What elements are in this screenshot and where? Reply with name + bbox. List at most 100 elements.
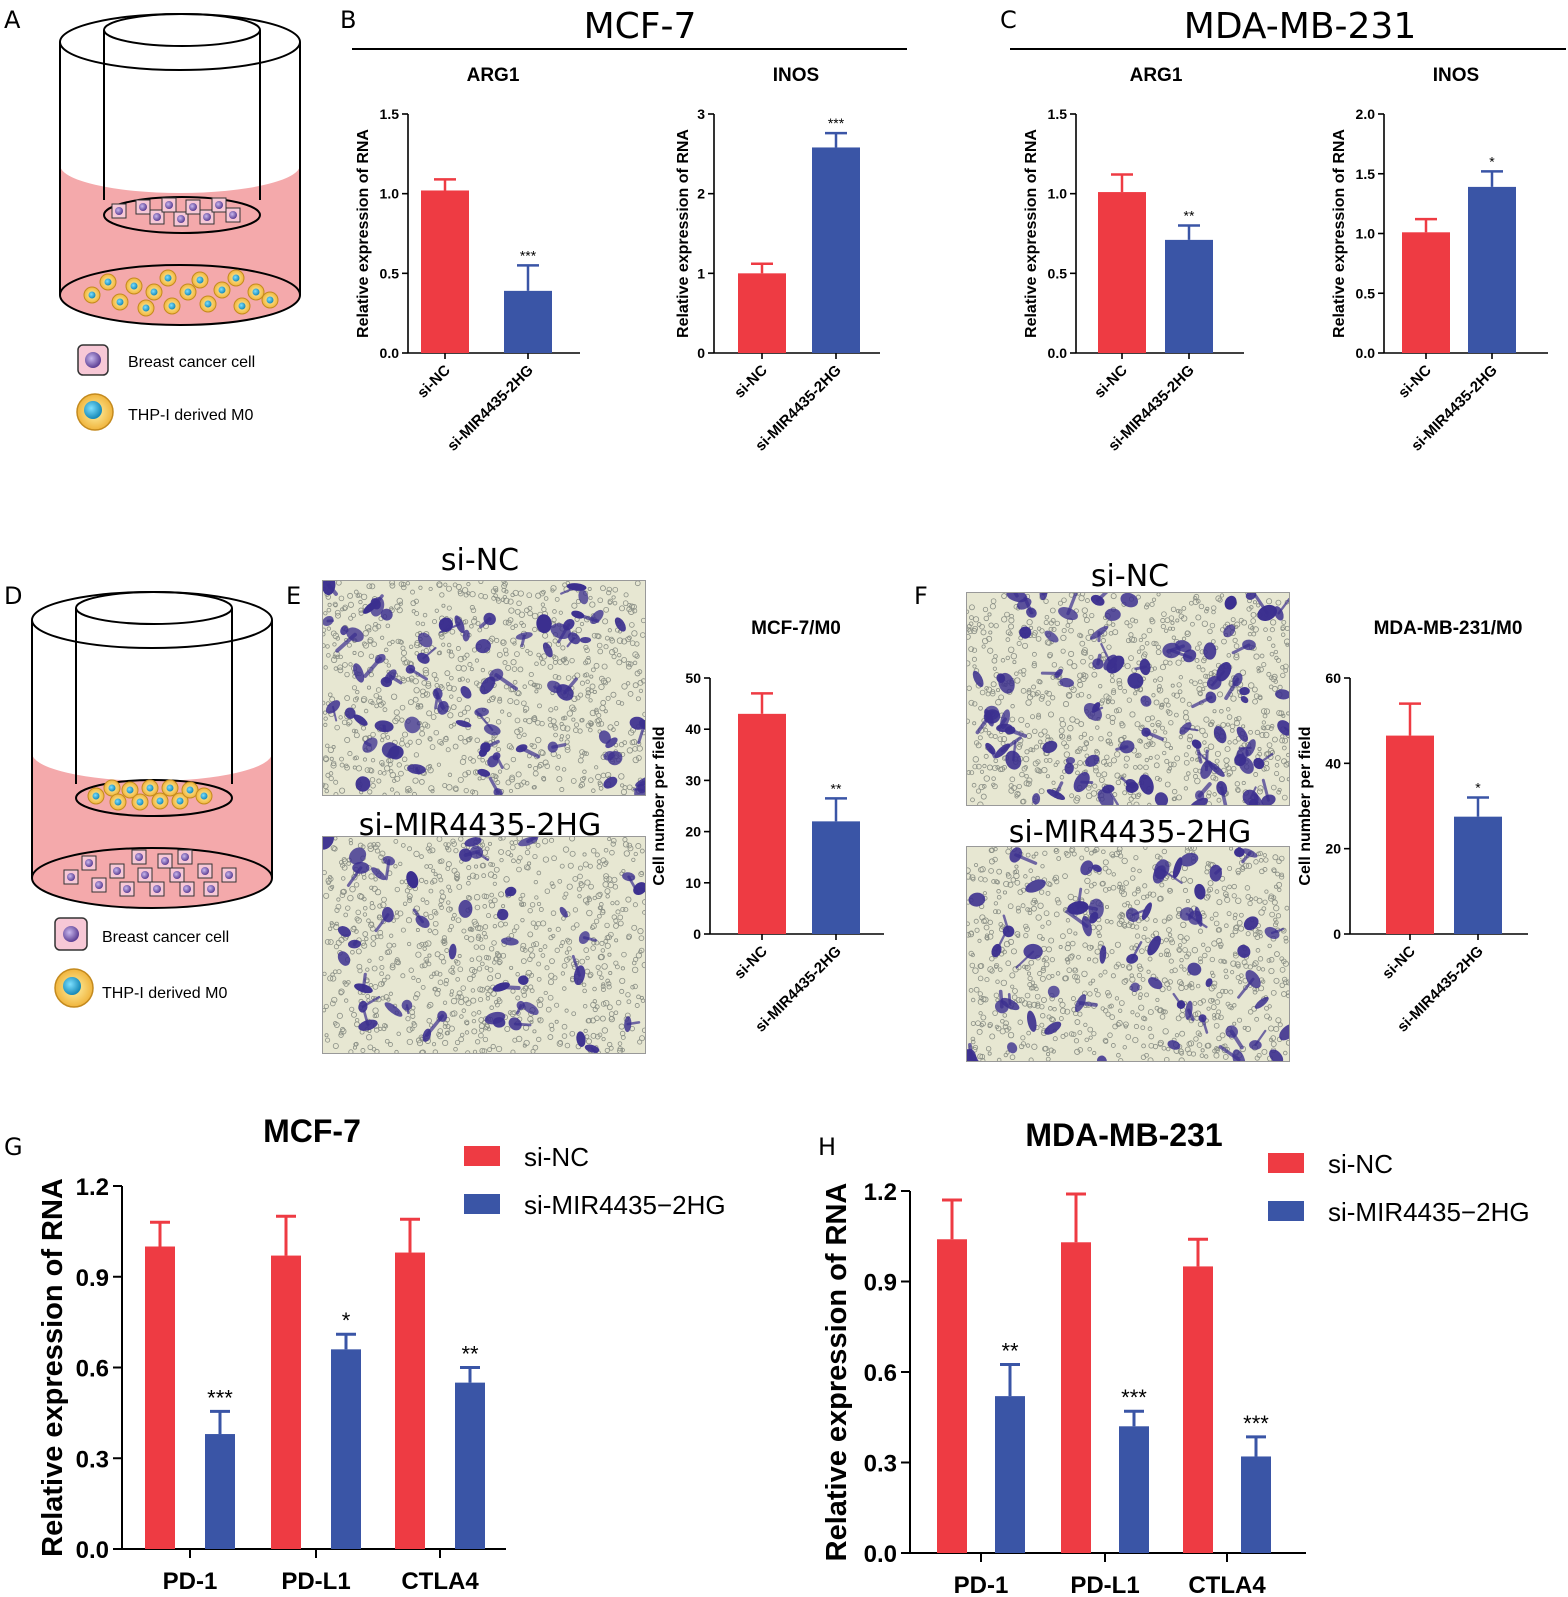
chart-c-arg1: ARG1 Relative expression of RNA 0.0 0.5 1.0 1… [1023,65,1244,455]
y-tick-label: 1 [697,265,705,281]
y-tick-label: 1.5 [380,106,400,122]
y-tick-label: 0.0 [1356,345,1376,361]
y-tick-label: 0 [1333,926,1341,942]
y-axis-label: Relative expression of RNA [1331,129,1348,338]
y-tick-label: 50 [685,670,701,686]
bar-si-nc [937,1239,967,1553]
bar-si-mir [1454,816,1502,934]
y-tick-label: 1.5 [1356,166,1376,182]
y-axis-label: Cell number per field [1297,726,1314,885]
chart-title: MDA-MB-231 [1025,1117,1222,1153]
x-tick-label: si-NC [1091,362,1131,402]
significance-label: ** [1001,1338,1019,1363]
significance-label: ** [461,1342,479,1367]
chart-title: INOS [773,65,819,86]
insert-rim [103,13,261,47]
significance-label: *** [1243,1411,1269,1436]
x-tick-label: si-NC [1395,362,1435,402]
migrated-cells [967,847,1289,1061]
panel-letter-c: C [1000,6,1017,34]
legend-label: si-MIR4435−2HG [1328,1197,1530,1227]
insert-membrane [103,196,261,234]
chart-g-mcf7-checkpoints: MCF-7 Relative expression of RNA 0.0 0.3 0.6… [37,1113,726,1595]
header-rule-mcf7 [352,48,907,50]
significance-label: *** [520,247,537,263]
outer-well-rim [31,591,273,649]
y-tick-label: 1.0 [1356,226,1376,242]
bar-si-mir [812,821,860,934]
chart-title: MCF-7 [263,1113,361,1149]
micro-title-e-sinc: si-NC [440,543,520,578]
bar-si-mir [1241,1456,1271,1553]
y-tick-label: 1.2 [76,1174,109,1201]
y-tick-label: 1.0 [1048,186,1068,202]
y-tick-label: 1.5 [1048,106,1068,122]
legend-cancer-label: Breast cancer cell [128,354,255,371]
bar-si-nc [1061,1242,1091,1553]
legend-cancer-cell-icon [77,344,109,376]
bottom-cancer-cells [63,849,237,897]
y-axis-label: Relative expression of RNA [37,1178,69,1557]
y-tick-label: 0.0 [864,1541,897,1568]
chart-c-inos: INOS Relative expression of RNA 0.0 0.5 1.0 1… [1331,65,1548,455]
chart-e-mcf7-m0: MCF-7/M0 Cell number per field 0 10 20 30 40 50… [651,618,884,1036]
x-tick-label: CTLA4 [1188,1572,1266,1597]
legend-label: si-NC [524,1142,589,1172]
y-tick-label: 60 [1325,670,1341,686]
chart-title: MDA-MB-231/M0 [1374,618,1523,639]
y-tick-label: 0.5 [1356,285,1376,301]
x-tick-label: PD-L1 [281,1568,350,1595]
y-axis-label: Cell number per field [651,726,668,885]
legend-m0-icon [54,968,94,1008]
y-tick-label: 40 [1325,755,1341,771]
bottom-m0-cells [83,269,279,317]
insert-rim [75,591,233,625]
micrograph-e-sinc [322,580,646,796]
bar-si-nc [1098,192,1146,353]
bar-si-mir [1468,186,1516,353]
legend-m0-icon [76,393,114,431]
bar-si-nc [738,273,786,353]
y-axis-label: Relative expression of RNA [675,129,692,338]
panel-letter-b: B [340,6,357,34]
bar-si-mir [455,1382,485,1549]
panel-letter-a: A [4,6,21,34]
chart-b-arg1: ARG1 Relative expression of RNA 0.0 0.5 1.0 1… [355,65,580,455]
bar-si-mir [1165,239,1213,353]
y-tick-label: 0 [693,926,701,942]
x-tick-label: si-NC [414,362,454,402]
legend-swatch-si-nc [1268,1153,1304,1173]
schematic-d: Breast cancer cell THP-I derived M0 [31,591,273,1008]
insert-membrane [75,779,233,817]
bar-si-mir [1119,1426,1149,1553]
significance-label: *** [828,115,845,131]
y-axis-label: Relative expression of RNA [1023,129,1040,338]
y-tick-label: 0 [697,345,705,361]
y-tick-label: 1.0 [380,186,400,202]
schematic-a: Breast cancer cell THP-I derived M0 [59,13,301,431]
micro-title-f-sinc: si-NC [1090,559,1170,594]
y-tick-label: 10 [685,875,701,891]
panel-letter-h: H [818,1133,837,1161]
bar-si-nc [1183,1266,1213,1553]
y-tick-label: 2.0 [1356,106,1376,122]
x-tick-label: CTLA4 [401,1568,479,1595]
bar-si-mir [331,1349,361,1549]
x-tick-label: PD-1 [954,1572,1009,1597]
legend-m0-label: THP-I derived M0 [128,407,253,424]
x-tick-label: PD-1 [163,1568,218,1595]
migrated-cells [323,837,645,1053]
y-tick-label: 1.2 [864,1179,897,1206]
chart-title: INOS [1433,65,1479,86]
bar-si-nc [271,1255,301,1549]
y-tick-label: 30 [685,772,701,788]
chart-f-mda-m0: MDA-MB-231/M0 Cell number per field 0 20 40 6… [1297,618,1528,1036]
micrograph-f-sinc [966,592,1290,806]
micrograph-e-simir [322,836,646,1054]
chart-h-mda-checkpoints: MDA-MB-231 Relative expression of RNA 0.0 0… [821,1117,1530,1597]
micrograph-f-simir [966,846,1290,1062]
x-tick-label: si-NC [731,943,771,983]
legend-label: si-MIR4435−2HG [524,1190,726,1220]
migrated-cells [972,593,1289,805]
x-tick-label: si-NC [1379,943,1419,983]
